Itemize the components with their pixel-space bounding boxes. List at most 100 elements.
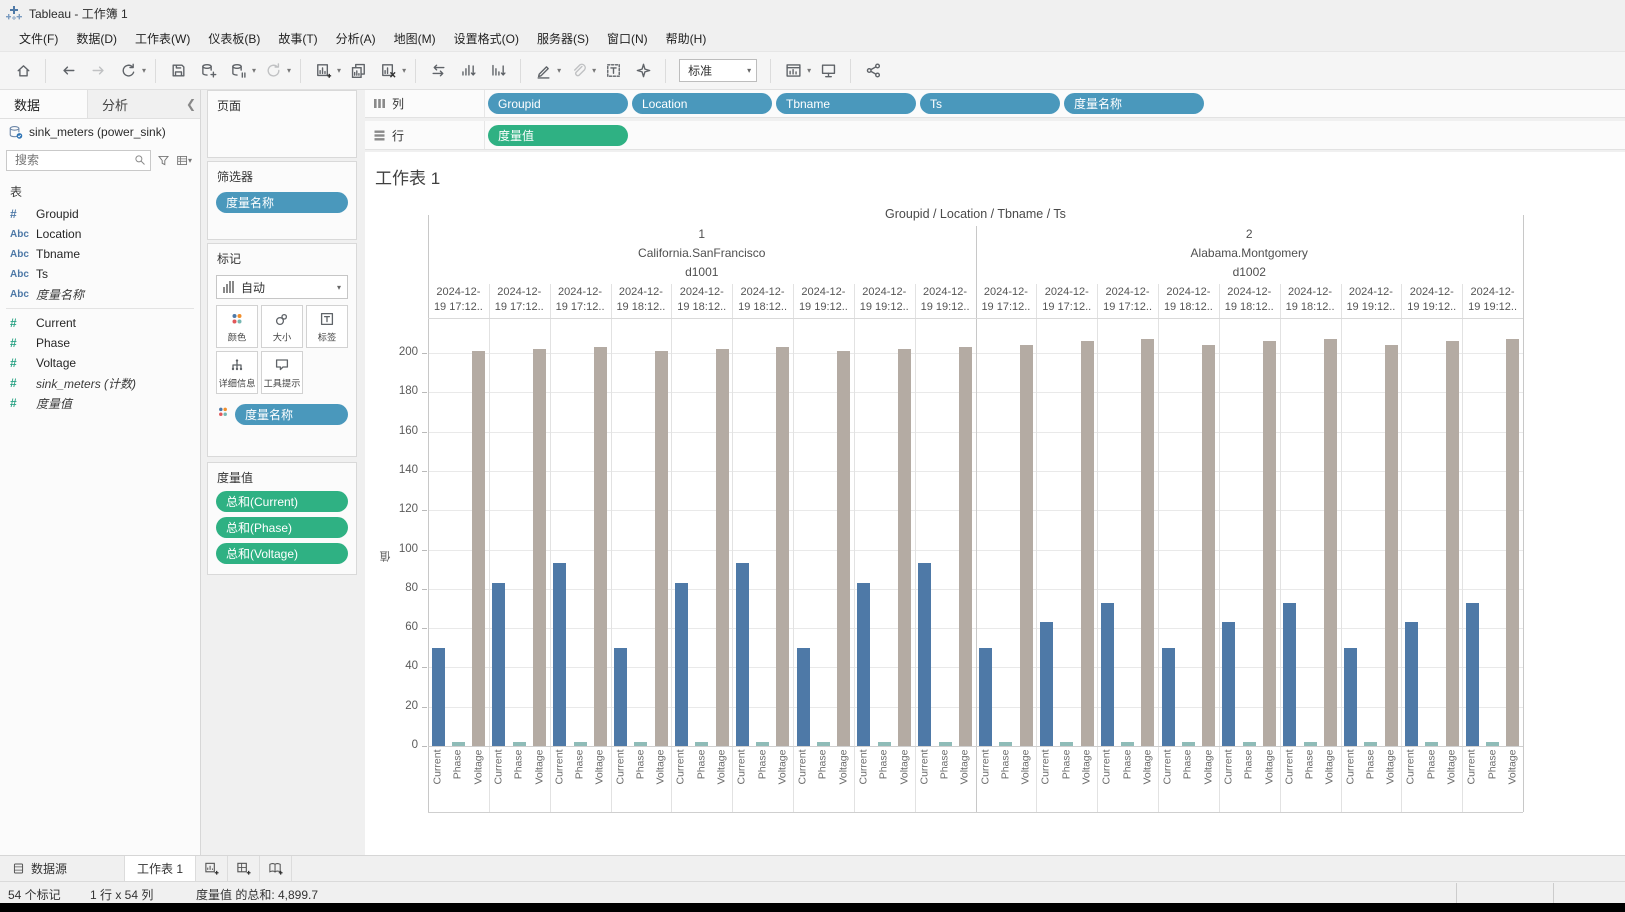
new-dashboard-button[interactable] <box>228 856 261 881</box>
mark-type-dropdown[interactable]: 自动 ▾ <box>216 275 348 299</box>
field-sink_meters (计数)[interactable]: # sink_meters (计数) <box>10 376 137 391</box>
fit-selector[interactable]: 标准 ▾ <box>679 59 758 82</box>
bar-voltage[interactable] <box>716 349 729 746</box>
menu-item-10[interactable]: 帮助(H) <box>665 32 707 46</box>
field-Ts[interactable]: Abc Ts <box>10 267 48 281</box>
menu-item-0[interactable]: 文件(F) <box>19 32 59 46</box>
search-input[interactable] <box>13 152 134 168</box>
field-度量名称[interactable]: Abc 度量名称 <box>10 287 85 302</box>
marks-button-工具提示[interactable]: 工具提示 <box>261 351 303 394</box>
marks-button-大小[interactable]: 大小 <box>261 305 303 348</box>
bar-phase[interactable] <box>634 742 647 746</box>
bar-phase[interactable] <box>1243 742 1256 746</box>
tab-analytics[interactable]: 分析 <box>102 97 129 113</box>
new-story-button[interactable] <box>260 856 293 881</box>
field-Tbname[interactable]: Abc Tbname <box>10 247 81 261</box>
bar-current[interactable] <box>675 583 688 746</box>
bar-current[interactable] <box>1162 648 1175 746</box>
bar-current[interactable] <box>1101 603 1114 746</box>
bar-phase[interactable] <box>939 742 952 746</box>
bar-voltage[interactable] <box>594 347 607 746</box>
show-me-button[interactable] <box>780 58 806 84</box>
share-button[interactable] <box>860 58 886 84</box>
field-Voltage[interactable]: # Voltage <box>10 356 77 370</box>
chevron-down-icon[interactable]: ▾ <box>402 66 407 75</box>
pin-button[interactable] <box>630 58 656 84</box>
chevron-down-icon[interactable]: ▾ <box>557 66 562 75</box>
add-data-button[interactable] <box>195 58 221 84</box>
bar-current[interactable] <box>918 563 931 746</box>
measure-value-pill-总和(Voltage)[interactable]: 总和(Voltage) <box>216 543 348 564</box>
bar-current[interactable] <box>553 563 566 746</box>
pause-data-button[interactable] <box>225 58 251 84</box>
new-worksheet-button[interactable] <box>310 58 336 84</box>
sort-descending-button[interactable] <box>485 58 511 84</box>
menu-item-7[interactable]: 设置格式(O) <box>453 32 519 46</box>
datasource-row[interactable]: sink_meters (power_sink) <box>0 119 200 145</box>
bar-current[interactable] <box>1344 648 1357 746</box>
bar-phase[interactable] <box>1486 742 1499 746</box>
bar-voltage[interactable] <box>1263 341 1276 746</box>
paperclip-button[interactable] <box>565 58 591 84</box>
menu-item-8[interactable]: 服务器(S) <box>536 32 589 46</box>
bar-current[interactable] <box>492 583 505 746</box>
forward-button[interactable] <box>85 58 111 84</box>
menu-item-3[interactable]: 仪表板(B) <box>208 32 261 46</box>
bar-voltage[interactable] <box>1506 339 1519 746</box>
tab-data[interactable]: 数据 <box>0 90 88 118</box>
bar-current[interactable] <box>1222 622 1235 746</box>
clear-sheet-button[interactable] <box>375 58 401 84</box>
menu-item-9[interactable]: 窗口(N) <box>606 32 648 46</box>
field-度量值[interactable]: # 度量值 <box>10 396 73 411</box>
tab-worksheet-1[interactable]: 工作表 1 <box>125 856 197 881</box>
back-button[interactable] <box>55 58 81 84</box>
bar-current[interactable] <box>1405 622 1418 746</box>
bar-voltage[interactable] <box>837 351 850 746</box>
marks-button-颜色[interactable]: 颜色 <box>216 305 258 348</box>
field-Location[interactable]: Abc Location <box>10 227 82 241</box>
bar-current[interactable] <box>1040 622 1053 746</box>
chevron-down-icon[interactable]: ▾ <box>807 66 812 75</box>
measure-value-pill-总和(Current)[interactable]: 总和(Current) <box>216 491 348 512</box>
filter-pill-度量名称[interactable]: 度量名称 <box>216 192 348 213</box>
swap-axes-button[interactable] <box>425 58 451 84</box>
bar-current[interactable] <box>1466 603 1479 746</box>
field-Groupid[interactable]: # Groupid <box>10 207 79 221</box>
columns-pill-Location[interactable]: Location <box>632 93 772 114</box>
menu-item-2[interactable]: 工作表(W) <box>135 32 191 46</box>
marks-button-详细信息[interactable]: 详细信息 <box>216 351 258 394</box>
rows-pill-度量值[interactable]: 度量值 <box>488 124 628 146</box>
menu-item-5[interactable]: 分析(A) <box>335 32 376 46</box>
field-Phase[interactable]: # Phase <box>10 336 71 350</box>
home-button[interactable] <box>10 58 36 84</box>
redo-button[interactable] <box>115 58 141 84</box>
bar-phase[interactable] <box>817 742 830 746</box>
bar-voltage[interactable] <box>1446 341 1459 746</box>
chevron-down-icon[interactable]: ▾ <box>287 66 292 75</box>
bar-voltage[interactable] <box>533 349 546 746</box>
bar-voltage[interactable] <box>1202 345 1215 746</box>
bar-phase[interactable] <box>1060 742 1073 746</box>
bar-voltage[interactable] <box>472 351 485 746</box>
bar-voltage[interactable] <box>776 347 789 746</box>
save-button[interactable] <box>165 58 191 84</box>
columns-pill-Tbname[interactable]: Tbname <box>776 93 916 114</box>
presentation-button[interactable] <box>815 58 841 84</box>
measure-value-pill-总和(Phase)[interactable]: 总和(Phase) <box>216 517 348 538</box>
bar-voltage[interactable] <box>1324 339 1337 746</box>
chevron-down-icon[interactable]: ▾ <box>592 66 597 75</box>
search-input-wrap[interactable] <box>6 149 151 171</box>
marks-pill-度量名称[interactable]: 度量名称 <box>235 404 348 425</box>
view-options-icon[interactable]: ▾ <box>176 154 194 167</box>
duplicate-button[interactable] <box>345 58 371 84</box>
bar-phase[interactable] <box>1364 742 1377 746</box>
text-label-button[interactable] <box>600 58 626 84</box>
bar-phase[interactable] <box>756 742 769 746</box>
bar-phase[interactable] <box>574 742 587 746</box>
bar-current[interactable] <box>432 648 445 746</box>
bar-phase[interactable] <box>452 742 465 746</box>
bar-phase[interactable] <box>1425 742 1438 746</box>
bar-phase[interactable] <box>878 742 891 746</box>
refresh-button[interactable] <box>260 58 286 84</box>
bar-current[interactable] <box>1283 603 1296 746</box>
